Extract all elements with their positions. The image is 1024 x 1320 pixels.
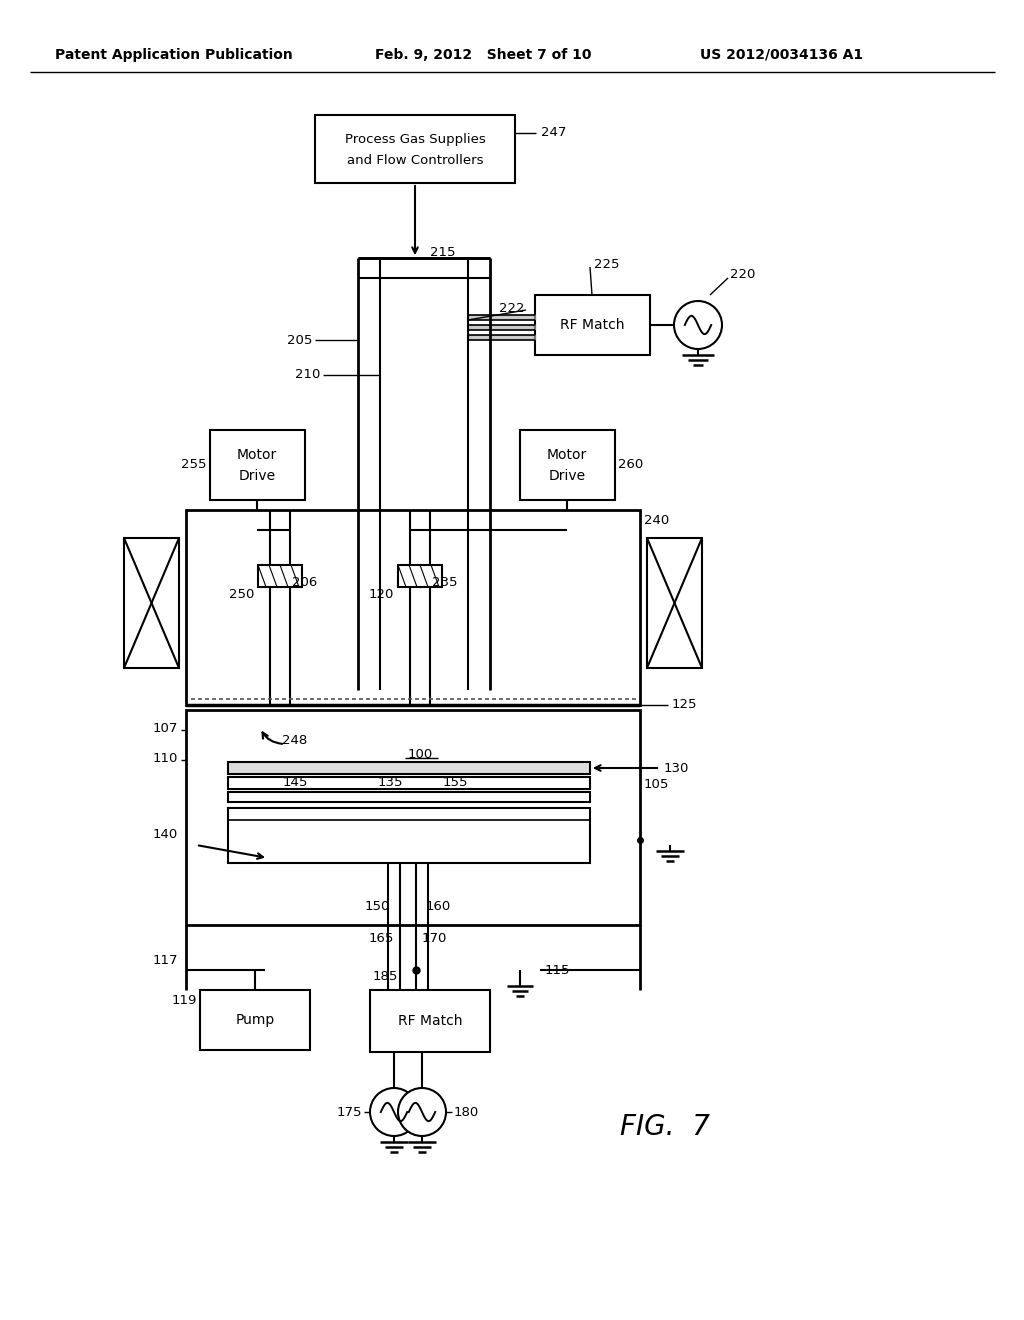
Bar bbox=[398, 565, 442, 587]
Text: 110: 110 bbox=[153, 751, 178, 764]
Text: 206: 206 bbox=[292, 576, 317, 589]
Bar bbox=[186, 510, 640, 705]
Text: and Flow Controllers: and Flow Controllers bbox=[347, 153, 483, 166]
Bar bbox=[228, 808, 590, 863]
Circle shape bbox=[674, 301, 722, 348]
Text: 170: 170 bbox=[422, 932, 447, 945]
Bar bbox=[315, 115, 515, 183]
Bar bbox=[228, 792, 590, 803]
Text: 205: 205 bbox=[287, 334, 312, 346]
Text: Drive: Drive bbox=[549, 469, 586, 483]
Text: 240: 240 bbox=[644, 513, 670, 527]
Text: 105: 105 bbox=[644, 779, 670, 792]
Bar bbox=[186, 710, 640, 925]
Text: 145: 145 bbox=[283, 776, 307, 788]
Text: 100: 100 bbox=[408, 747, 432, 760]
Bar bbox=[258, 565, 302, 587]
Bar bbox=[370, 990, 490, 1052]
Text: 160: 160 bbox=[426, 900, 452, 913]
Text: 150: 150 bbox=[365, 900, 390, 913]
Text: Drive: Drive bbox=[239, 469, 275, 483]
Bar bbox=[228, 777, 590, 789]
Text: 222: 222 bbox=[500, 301, 525, 314]
Text: 247: 247 bbox=[541, 127, 566, 140]
Text: 180: 180 bbox=[454, 1106, 479, 1118]
Bar bbox=[210, 430, 305, 500]
Text: 107: 107 bbox=[153, 722, 178, 734]
Text: 255: 255 bbox=[181, 458, 207, 471]
Bar bbox=[200, 990, 310, 1049]
Text: 250: 250 bbox=[228, 589, 254, 602]
Text: 225: 225 bbox=[594, 259, 620, 272]
Text: 235: 235 bbox=[432, 576, 458, 589]
Text: 210: 210 bbox=[295, 368, 319, 381]
Text: 117: 117 bbox=[153, 953, 178, 966]
Text: 135: 135 bbox=[377, 776, 402, 788]
Text: 220: 220 bbox=[730, 268, 756, 281]
Text: 185: 185 bbox=[373, 969, 397, 982]
Text: Motor: Motor bbox=[547, 447, 587, 462]
Text: 165: 165 bbox=[369, 932, 394, 945]
Text: 140: 140 bbox=[153, 829, 178, 842]
Bar bbox=[535, 294, 650, 355]
Bar bbox=[124, 539, 179, 668]
Text: US 2012/0034136 A1: US 2012/0034136 A1 bbox=[700, 48, 863, 62]
Text: Pump: Pump bbox=[236, 1012, 274, 1027]
Bar bbox=[520, 430, 615, 500]
Text: 248: 248 bbox=[283, 734, 307, 747]
Bar bbox=[647, 539, 702, 668]
Text: 115: 115 bbox=[545, 964, 570, 977]
Bar bbox=[228, 762, 590, 774]
Text: 130: 130 bbox=[664, 762, 689, 775]
Text: Feb. 9, 2012   Sheet 7 of 10: Feb. 9, 2012 Sheet 7 of 10 bbox=[375, 48, 592, 62]
Text: Motor: Motor bbox=[237, 447, 278, 462]
Text: 119: 119 bbox=[172, 994, 197, 1006]
Text: RF Match: RF Match bbox=[560, 318, 625, 333]
Circle shape bbox=[370, 1088, 418, 1137]
Text: 175: 175 bbox=[337, 1106, 362, 1118]
Text: 120: 120 bbox=[369, 589, 394, 602]
Text: 155: 155 bbox=[442, 776, 468, 788]
Circle shape bbox=[398, 1088, 446, 1137]
Text: FIG.  7: FIG. 7 bbox=[620, 1113, 710, 1140]
Text: 125: 125 bbox=[672, 698, 697, 711]
Text: RF Match: RF Match bbox=[397, 1014, 462, 1028]
Text: Patent Application Publication: Patent Application Publication bbox=[55, 48, 293, 62]
Text: 260: 260 bbox=[618, 458, 643, 471]
Text: Process Gas Supplies: Process Gas Supplies bbox=[345, 132, 485, 145]
Text: 215: 215 bbox=[430, 246, 456, 259]
